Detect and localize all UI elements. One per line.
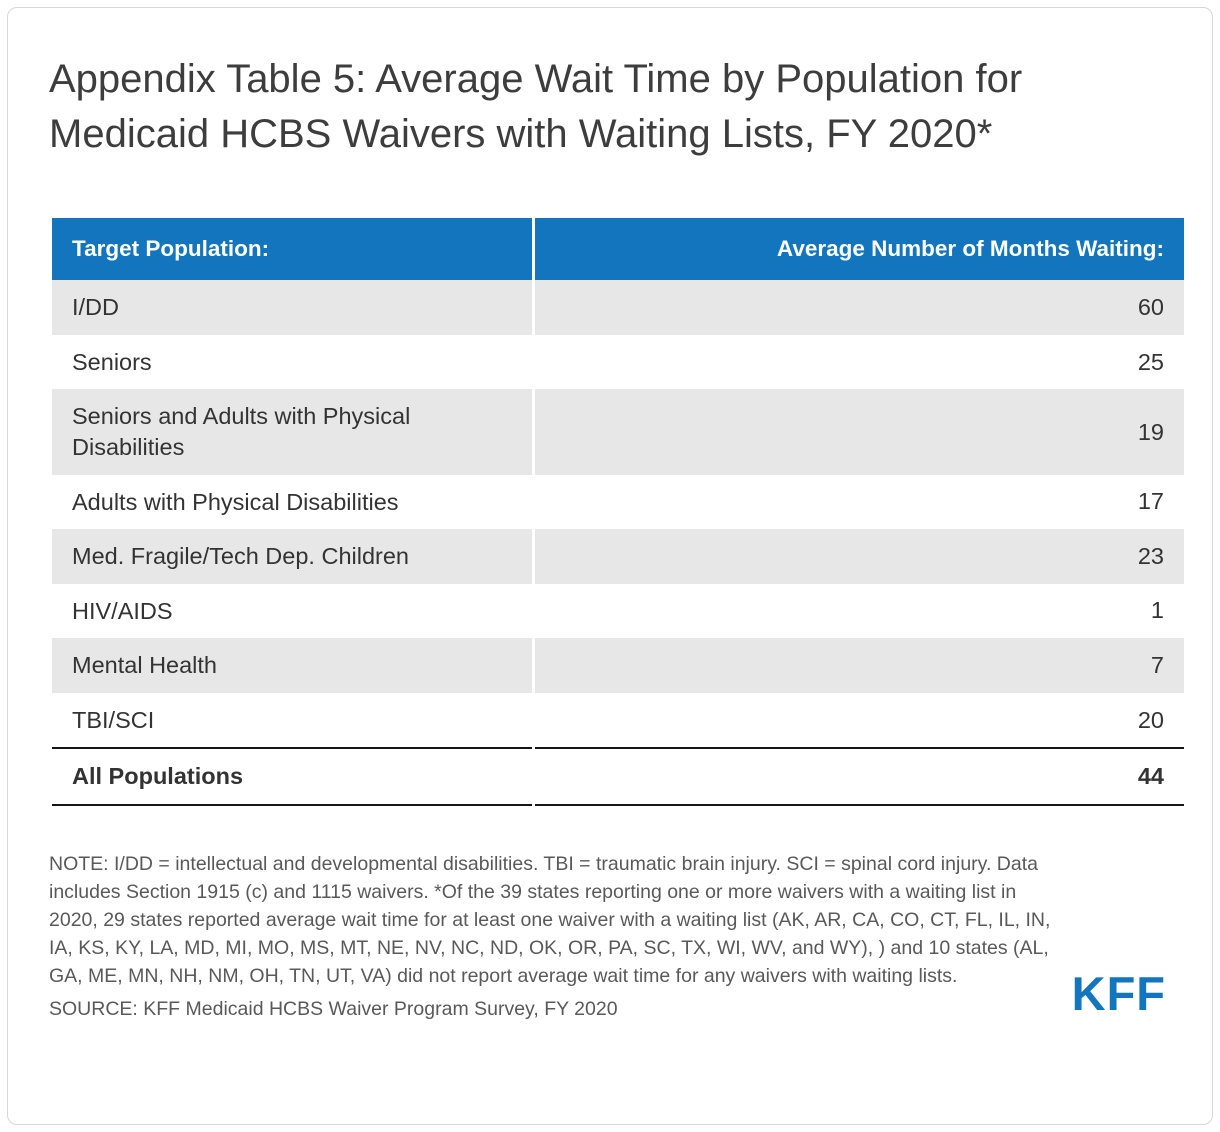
column-header-months-waiting: Average Number of Months Waiting: [534,218,1184,281]
column-header-target-population: Target Population: [52,218,532,281]
kff-logo: KFF [1071,967,1166,1020]
table-body: I/DD 60 Seniors 25 Seniors and Adults with P… [52,280,1184,806]
table-row: I/DD 60 [52,280,1184,335]
wait-time-table: Target Population: Average Number of Mon… [49,218,1187,806]
row-value: 44 [534,747,1184,806]
note-text: NOTE: I/DD = intellectual and developmen… [49,852,1051,988]
table-row: Adults with Physical Disabilities 17 [52,474,1184,530]
page-title: Appendix Table 5: Average Wait Time by P… [49,57,1023,157]
row-value: 19 [534,389,1184,475]
row-value: 17 [534,474,1184,530]
row-value: 23 [534,529,1184,584]
row-value: 60 [534,280,1184,335]
row-value: 20 [534,692,1184,748]
table-row: TBI/SCI 20 [52,692,1184,748]
row-value: 25 [534,334,1184,390]
row-label: Seniors [52,334,532,390]
table-card: Appendix Table 5: Average Wait Time by P… [7,7,1213,1125]
table-header-row: Target Population: Average Number of Mon… [52,218,1184,281]
table-row: Seniors and Adults with Physical Disabil… [52,389,1184,475]
table-row: HIV/AIDS 1 [52,583,1184,639]
row-label: I/DD [52,280,532,335]
table-row: Seniors 25 [52,334,1184,390]
row-label: HIV/AIDS [52,583,532,639]
table-row: Mental Health 7 [52,638,1184,693]
table-row: Med. Fragile/Tech Dep. Children 23 [52,529,1184,584]
row-value: 7 [534,638,1184,693]
row-label: All Populations [52,747,532,806]
row-value: 1 [534,583,1184,639]
row-label: Seniors and Adults with Physical Disabil… [52,389,532,475]
row-label: TBI/SCI [52,692,532,748]
row-label: Mental Health [52,638,532,693]
row-label: Adults with Physical Disabilities [52,474,532,530]
table-row: All Populations 44 [52,747,1184,806]
row-label: Med. Fragile/Tech Dep. Children [52,529,532,584]
source-text: SOURCE: KFF Medicaid HCBS Waiver Program… [49,998,618,1021]
